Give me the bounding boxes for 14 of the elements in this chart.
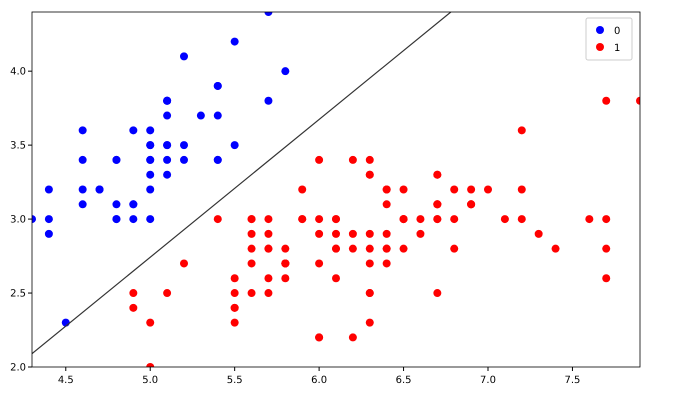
y-tick-label: 2.5 <box>10 288 26 300</box>
x-tick-label: 5.5 <box>226 375 243 386</box>
y-tick-label: 3.5 <box>10 140 26 152</box>
y-tick-label: 3.0 <box>10 214 26 226</box>
x-tick-label: 7.5 <box>564 375 580 386</box>
y-tick-label: 4.0 <box>10 66 26 78</box>
x-tick-label: 5.0 <box>142 375 158 386</box>
y-tick-label: 2.0 <box>10 362 26 374</box>
legend-label: 1 <box>614 43 620 54</box>
x-tick-label: 6.5 <box>396 375 412 386</box>
x-tick-label: 6.0 <box>311 375 328 386</box>
legend-label: 0 <box>614 26 620 37</box>
x-tick-label: 4.5 <box>58 375 74 386</box>
x-tick-label: 7.0 <box>480 375 496 386</box>
